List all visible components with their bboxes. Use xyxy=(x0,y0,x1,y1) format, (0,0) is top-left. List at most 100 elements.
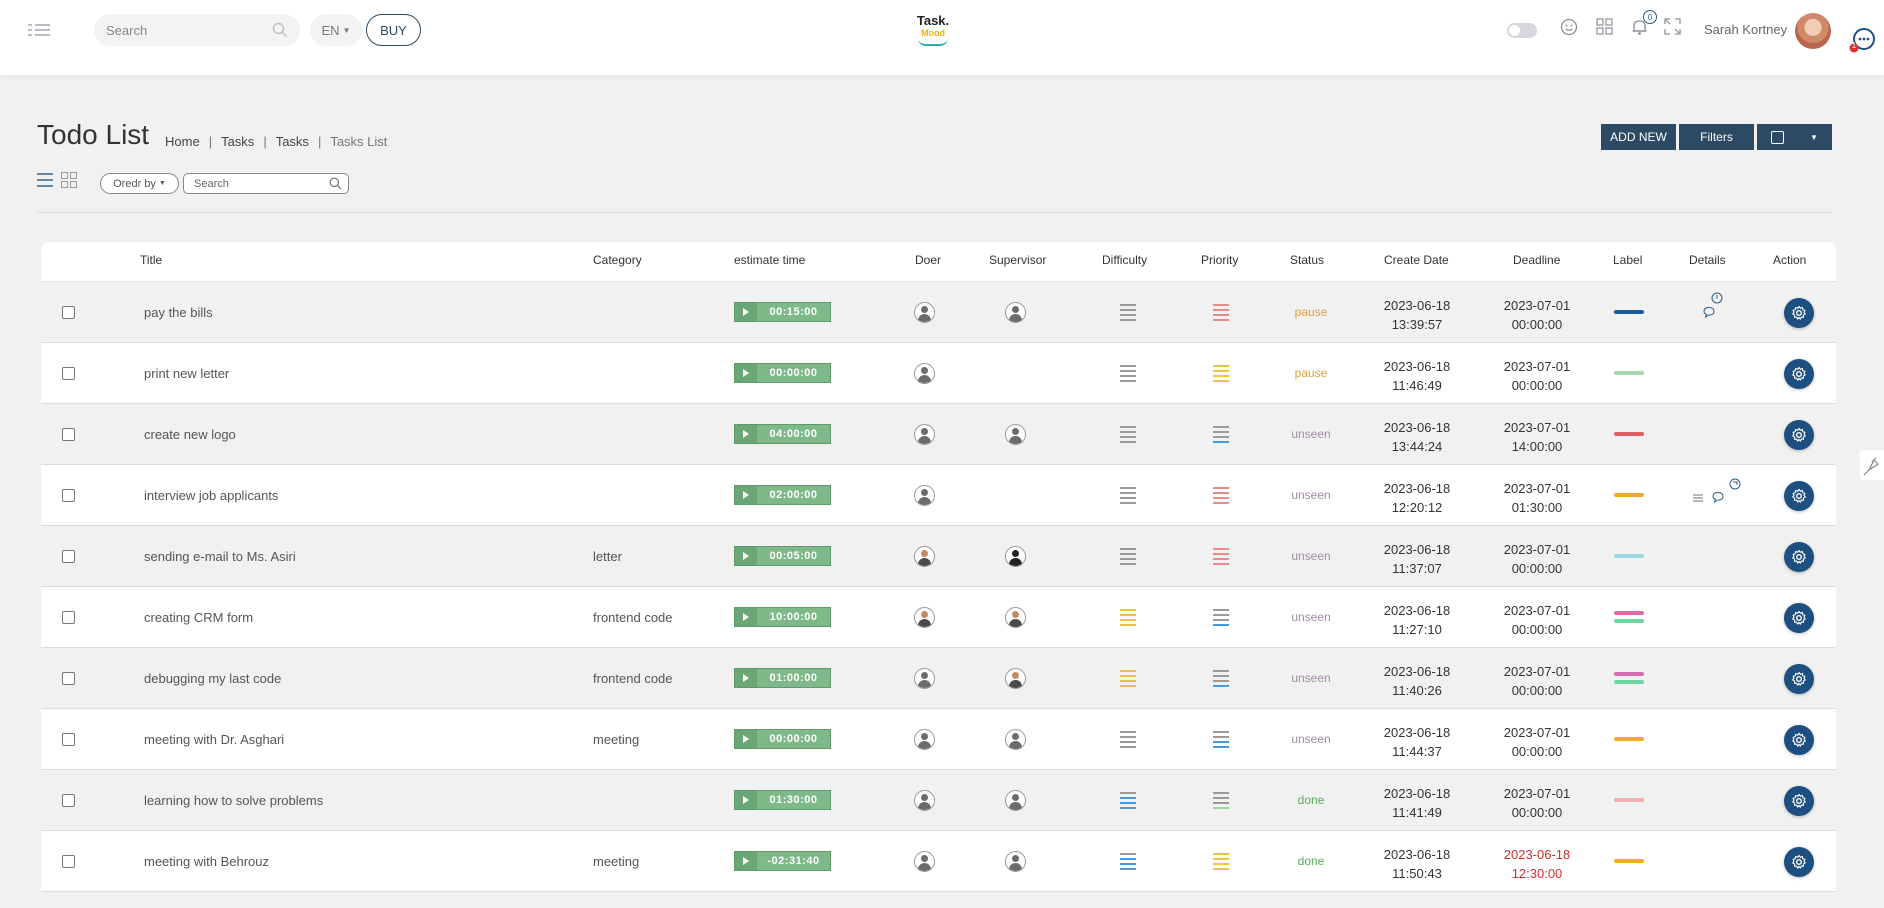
task-title[interactable]: creating CRM form xyxy=(144,610,254,625)
fullscreen-icon[interactable] xyxy=(1664,18,1681,40)
task-title[interactable]: create new logo xyxy=(144,427,236,442)
table-row[interactable]: print new letter 00:00:00 pause 2023-06-18 1… xyxy=(41,343,1836,404)
table-row[interactable]: sending e-mail to Ms. Asiri letter 00:05:0… xyxy=(41,526,1836,587)
list-view-icon[interactable] xyxy=(37,172,53,193)
column-difficulty[interactable]: Difficulty xyxy=(1102,253,1148,267)
support-chat-icon[interactable]: 1 xyxy=(1849,26,1877,54)
status-text[interactable]: pause xyxy=(1294,366,1328,380)
list-search-input[interactable] xyxy=(194,174,324,193)
theme-toggle[interactable] xyxy=(1507,23,1537,38)
status-text[interactable]: unseen xyxy=(1291,610,1331,624)
search-icon[interactable] xyxy=(272,22,288,43)
table-row[interactable]: pay the bills 00:15:00 pause 2023-06-18 13:3… xyxy=(41,282,1836,343)
row-checkbox[interactable] xyxy=(62,733,75,746)
task-title[interactable]: print new letter xyxy=(144,366,230,381)
task-title[interactable]: debugging my last code xyxy=(144,671,282,686)
pin-icon[interactable] xyxy=(1860,450,1884,480)
column-estimate-time[interactable]: estimate time xyxy=(734,253,806,267)
row-checkbox[interactable] xyxy=(62,367,75,380)
clock-icon[interactable] xyxy=(1711,291,1723,309)
table-row[interactable]: creating CRM form frontend code 10:00:00 un… xyxy=(41,587,1836,648)
label-tag[interactable] xyxy=(1614,737,1644,741)
status-text[interactable]: pause xyxy=(1294,305,1328,319)
order-by-dropdown[interactable]: Oredr by ▼ xyxy=(100,173,179,194)
play-icon[interactable] xyxy=(735,669,757,687)
comment-icon[interactable] xyxy=(1703,305,1715,323)
task-title[interactable]: pay the bills xyxy=(144,305,213,320)
supervisor-avatar[interactable] xyxy=(1005,546,1026,567)
label-tag[interactable] xyxy=(1614,371,1644,375)
column-supervisor[interactable]: Supervisor xyxy=(989,253,1047,267)
label-tag[interactable] xyxy=(1614,798,1644,802)
doer-avatar[interactable] xyxy=(914,851,935,872)
task-title[interactable]: meeting with Dr. Asghari xyxy=(144,732,285,747)
search-icon[interactable] xyxy=(329,177,342,195)
status-text[interactable]: unseen xyxy=(1291,671,1331,685)
play-icon[interactable] xyxy=(735,730,757,748)
menu-icon[interactable] xyxy=(28,22,50,38)
row-checkbox[interactable] xyxy=(62,550,75,563)
row-checkbox[interactable] xyxy=(62,855,75,868)
row-settings-button[interactable] xyxy=(1784,420,1814,450)
checklist-icon[interactable] xyxy=(1692,490,1704,508)
row-checkbox[interactable] xyxy=(62,611,75,624)
play-icon[interactable] xyxy=(735,791,757,809)
column-action[interactable]: Action xyxy=(1773,253,1807,267)
table-row[interactable]: meeting with Dr. Asghari meeting 00:00:00 u… xyxy=(41,709,1836,770)
row-settings-button[interactable] xyxy=(1784,847,1814,877)
column-title[interactable]: Title xyxy=(140,253,163,267)
grid-view-icon[interactable] xyxy=(61,172,77,193)
row-settings-button[interactable] xyxy=(1784,298,1814,328)
status-text[interactable]: unseen xyxy=(1291,732,1331,746)
label-tag[interactable] xyxy=(1614,680,1644,684)
row-settings-button[interactable] xyxy=(1784,786,1814,816)
table-row[interactable]: create new logo 04:00:00 unseen 2023-06-18 1… xyxy=(41,404,1836,465)
column-details[interactable]: Details xyxy=(1689,253,1726,267)
bell-icon[interactable] xyxy=(1631,18,1648,41)
task-title[interactable]: learning how to solve problems xyxy=(144,793,324,808)
supervisor-avatar[interactable] xyxy=(1005,729,1026,750)
label-tag[interactable] xyxy=(1614,493,1644,497)
doer-avatar[interactable] xyxy=(914,729,935,750)
column-priority[interactable]: Priority xyxy=(1201,253,1239,267)
column-deadline[interactable]: Deadline xyxy=(1513,253,1561,267)
label-tag[interactable] xyxy=(1614,310,1644,314)
table-row[interactable]: debugging my last code frontend code 01:00… xyxy=(41,648,1836,709)
status-text[interactable]: done xyxy=(1297,793,1325,807)
status-text[interactable]: done xyxy=(1297,854,1325,868)
doer-avatar[interactable] xyxy=(914,790,935,811)
filters-button[interactable]: Filters xyxy=(1679,124,1754,150)
play-icon[interactable] xyxy=(735,852,757,870)
bulk-select-dropdown[interactable]: ▼ xyxy=(1757,124,1832,150)
label-tag[interactable] xyxy=(1614,611,1644,615)
notification-badge-icon[interactable] xyxy=(1729,477,1741,495)
table-row[interactable]: interview job applicants 02:00:00 unseen 20… xyxy=(41,465,1836,526)
doer-avatar[interactable] xyxy=(914,363,935,384)
logo[interactable]: Task. Mood xyxy=(912,14,954,48)
doer-avatar[interactable] xyxy=(914,485,935,506)
breadcrumb-home[interactable]: Home xyxy=(165,134,200,149)
row-checkbox[interactable] xyxy=(62,428,75,441)
doer-avatar[interactable] xyxy=(914,607,935,628)
doer-avatar[interactable] xyxy=(914,668,935,689)
label-tag[interactable] xyxy=(1614,619,1644,623)
doer-avatar[interactable] xyxy=(914,302,935,323)
label-tag[interactable] xyxy=(1614,554,1644,558)
play-icon[interactable] xyxy=(735,486,757,504)
smiley-icon[interactable] xyxy=(1560,18,1578,41)
label-tag[interactable] xyxy=(1614,672,1644,676)
doer-avatar[interactable] xyxy=(914,424,935,445)
column-create-date[interactable]: Create Date xyxy=(1384,253,1449,267)
play-icon[interactable] xyxy=(735,425,757,443)
row-settings-button[interactable] xyxy=(1784,664,1814,694)
row-checkbox[interactable] xyxy=(62,306,75,319)
task-title[interactable]: meeting with Behrouz xyxy=(144,854,270,869)
select-all-checkbox[interactable] xyxy=(1771,130,1785,144)
breadcrumb-tasks[interactable]: Tasks xyxy=(221,134,255,149)
status-text[interactable]: unseen xyxy=(1291,488,1331,502)
supervisor-avatar[interactable] xyxy=(1005,607,1026,628)
doer-avatar[interactable] xyxy=(914,546,935,567)
status-text[interactable]: unseen xyxy=(1291,549,1331,563)
table-row[interactable]: meeting with Behrouz meeting -02:31:40 done… xyxy=(41,831,1836,892)
play-icon[interactable] xyxy=(735,608,757,626)
